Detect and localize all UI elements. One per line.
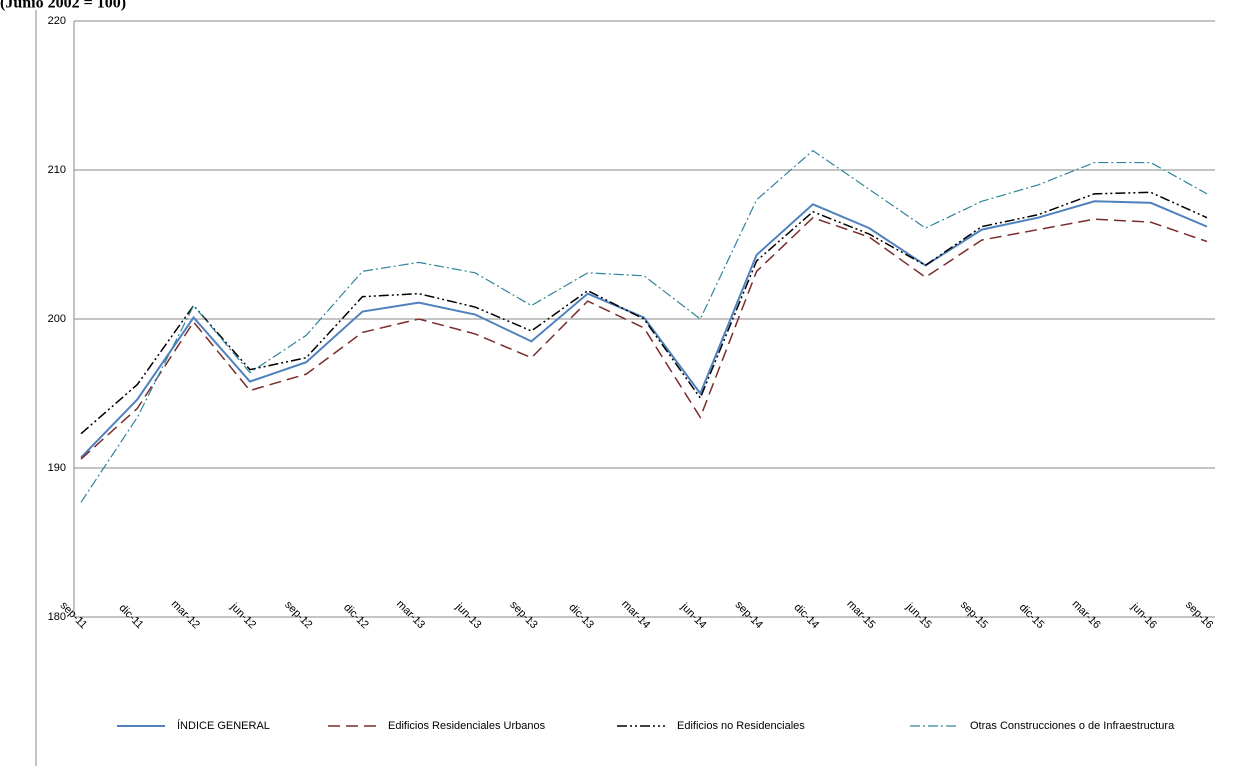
x-tick-label: mar-13 <box>394 598 427 631</box>
x-tick-label: sep-16 <box>1183 599 1215 631</box>
legend-label: ÍNDICE GENERAL <box>177 719 270 732</box>
x-tick-label: mar-16 <box>1070 598 1103 631</box>
x-tick-label: jun-14 <box>678 600 709 631</box>
y-tick-label: 190 <box>48 462 66 474</box>
chart-subtitle: (Junio 2002 = 100) <box>0 0 126 12</box>
x-tick-label: dic-13 <box>566 601 596 631</box>
y-tick-label: 220 <box>48 15 66 27</box>
x-tick-label: mar-14 <box>619 598 652 631</box>
x-tick-label: dic-14 <box>792 601 822 631</box>
series-line <box>80 216 1208 460</box>
y-tick-label: 210 <box>48 164 66 176</box>
x-tick-label: jun-12 <box>227 600 258 631</box>
x-tick-label: jun-15 <box>903 600 934 631</box>
x-tick-label: mar-15 <box>844 598 877 631</box>
x-tick-label: jun-16 <box>1128 600 1159 631</box>
legend-label: Edificios no Residenciales <box>677 720 805 732</box>
series-line <box>80 191 1208 435</box>
x-tick-label: dic-12 <box>341 601 371 631</box>
x-tick-label: sep-15 <box>958 599 990 631</box>
x-tick-label: dic-15 <box>1017 601 1047 631</box>
series-line <box>80 200 1208 459</box>
series-line <box>80 149 1208 503</box>
x-tick-label: sep-14 <box>733 599 765 631</box>
x-tick-label: jun-13 <box>453 600 484 631</box>
x-tick-label: sep-12 <box>282 599 314 631</box>
y-tick-label: 200 <box>48 313 66 325</box>
legend-label: Otras Construcciones o de Infraestructur… <box>970 720 1175 732</box>
legend-label: Edificios Residenciales Urbanos <box>388 720 546 732</box>
y-tick-label: 180 <box>48 611 66 623</box>
x-tick-label: mar-12 <box>169 598 202 631</box>
x-tick-label: sep-13 <box>507 599 539 631</box>
